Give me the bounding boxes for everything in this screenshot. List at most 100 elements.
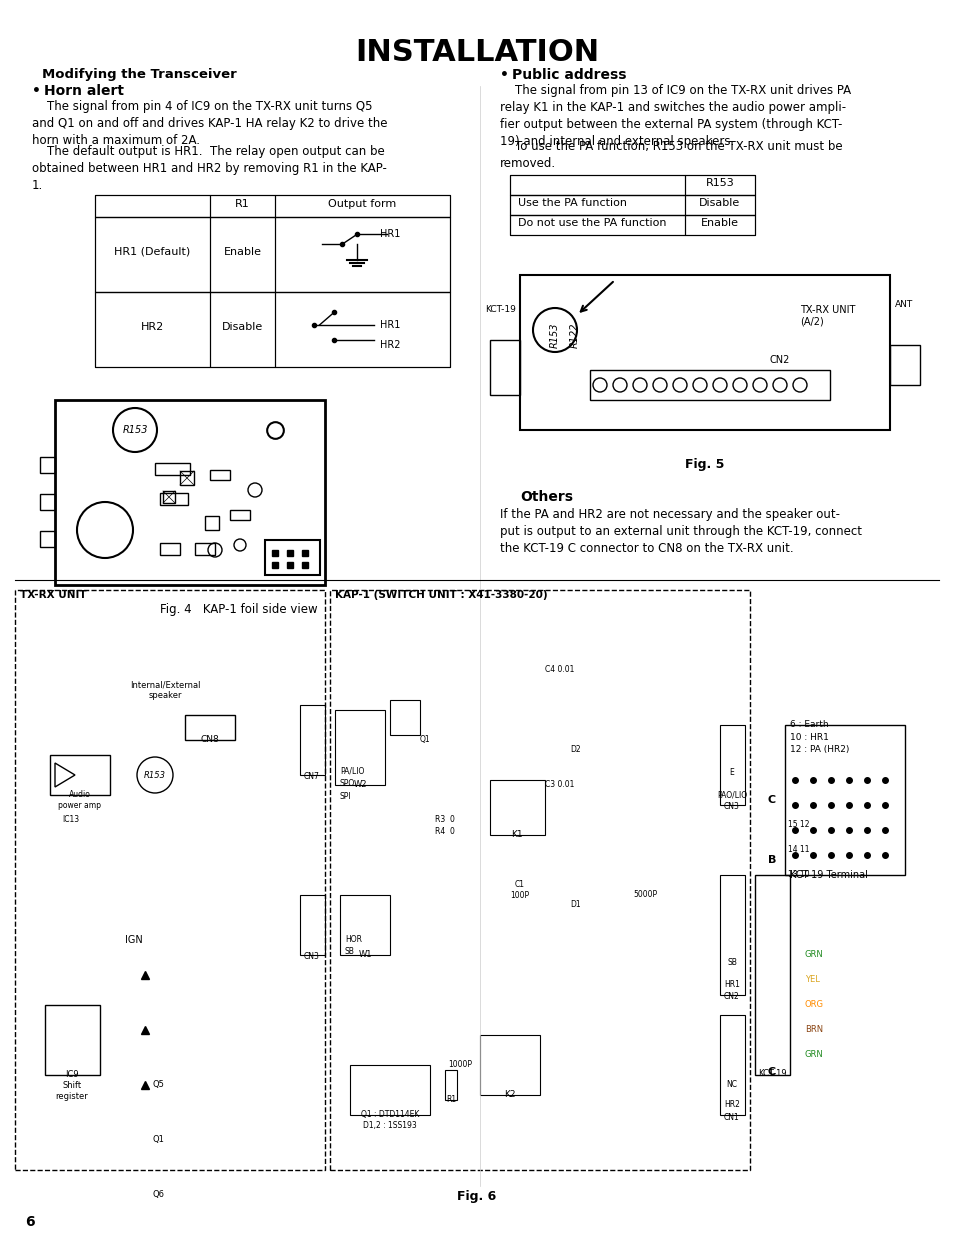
Text: ORG: ORG: [804, 1000, 823, 1009]
Bar: [754, 876, 789, 1074]
Bar: [40, 531, 55, 547]
Text: HR2: HR2: [380, 340, 400, 350]
Bar: [330, 590, 749, 1170]
Text: PAO/LIO: PAO/LIO: [717, 790, 746, 799]
Bar: [40, 494, 55, 510]
Text: R153: R153: [144, 771, 166, 779]
Text: YEL: YEL: [804, 974, 819, 984]
Text: CN7: CN7: [304, 772, 319, 781]
Text: TX-RX UNIT
(A/2): TX-RX UNIT (A/2): [800, 305, 855, 326]
Bar: [339, 895, 390, 955]
Text: KCT-19 Terminal: KCT-19 Terminal: [789, 869, 867, 881]
Text: IGN: IGN: [125, 935, 143, 945]
Text: CN3: CN3: [304, 952, 319, 961]
Text: TX-RX UNIT: TX-RX UNIT: [20, 590, 87, 600]
Bar: [185, 715, 234, 740]
Text: Disable: Disable: [222, 322, 263, 332]
Bar: [95, 217, 450, 291]
Text: CN2: CN2: [769, 354, 789, 366]
Bar: [519, 275, 889, 430]
Text: W2: W2: [353, 781, 366, 789]
Text: SB: SB: [726, 958, 736, 967]
Bar: [350, 1065, 430, 1115]
Text: Audio
power amp: Audio power amp: [58, 790, 101, 810]
Bar: [274, 291, 450, 367]
Text: Enable: Enable: [223, 247, 261, 257]
Bar: [684, 215, 754, 235]
Bar: [589, 370, 829, 400]
Bar: [210, 195, 274, 217]
Text: INSTALLATION: INSTALLATION: [355, 38, 598, 67]
Text: E: E: [729, 768, 734, 777]
Text: D2: D2: [569, 745, 580, 755]
Text: 6 : Earth
10 : HR1
12 : PA (HR2): 6 : Earth 10 : HR1 12 : PA (HR2): [789, 720, 848, 755]
Bar: [274, 195, 450, 217]
Text: IC9
Shift
register: IC9 Shift register: [55, 1070, 89, 1102]
Bar: [299, 895, 325, 955]
Bar: [684, 195, 754, 215]
Bar: [490, 340, 519, 395]
Bar: [205, 516, 219, 530]
Text: KAP-1 (SWITCH UNIT : X41-3380-20): KAP-1 (SWITCH UNIT : X41-3380-20): [335, 590, 547, 600]
Bar: [163, 492, 174, 503]
Bar: [210, 471, 230, 480]
Bar: [490, 781, 544, 835]
Bar: [40, 457, 55, 473]
Text: Modifying the Transceiver: Modifying the Transceiver: [42, 68, 236, 82]
Text: R122: R122: [569, 322, 579, 348]
Text: Horn alert: Horn alert: [44, 84, 124, 98]
Bar: [510, 175, 684, 195]
Bar: [210, 291, 274, 367]
Text: Q5: Q5: [152, 1079, 165, 1089]
Text: Q1 : DTD114EK
D1,2 : 1SS193: Q1 : DTD114EK D1,2 : 1SS193: [360, 1110, 418, 1130]
Bar: [299, 705, 325, 776]
Text: K2: K2: [504, 1091, 516, 1099]
Bar: [510, 175, 754, 195]
Text: HR2: HR2: [723, 1100, 740, 1109]
Text: 13 10: 13 10: [787, 869, 809, 879]
Text: Fig. 4   KAP-1 foil side view: Fig. 4 KAP-1 foil side view: [159, 603, 317, 616]
Text: W1: W1: [358, 950, 372, 960]
Text: R1: R1: [445, 1095, 456, 1104]
Text: R1: R1: [234, 199, 250, 209]
Bar: [479, 1035, 539, 1095]
Text: IC13: IC13: [62, 815, 79, 824]
Bar: [180, 471, 193, 485]
Text: To use the PA function, R153 on the TX-RX unit must be
removed.: To use the PA function, R153 on the TX-R…: [499, 140, 841, 170]
Bar: [160, 543, 180, 555]
Bar: [510, 195, 684, 215]
Text: KCT-19: KCT-19: [757, 1070, 785, 1078]
Text: C4 0.01: C4 0.01: [544, 664, 574, 674]
Bar: [95, 291, 450, 367]
Text: D1: D1: [569, 900, 580, 909]
Text: •: •: [32, 84, 41, 98]
Text: Do not use the PA function: Do not use the PA function: [517, 219, 666, 228]
Bar: [210, 217, 274, 291]
Text: NC: NC: [726, 1079, 737, 1089]
Text: HR1 (Default): HR1 (Default): [114, 247, 191, 257]
Text: Q1: Q1: [152, 1135, 165, 1144]
Bar: [684, 175, 754, 195]
Bar: [194, 543, 214, 555]
Text: The default output is HR1.  The relay open output can be
obtained between HR1 an: The default output is HR1. The relay ope…: [32, 144, 387, 191]
Text: R153: R153: [550, 322, 559, 348]
Text: PA/LIO
SPO
SPI: PA/LIO SPO SPI: [339, 767, 364, 802]
Text: HOR
SB: HOR SB: [345, 935, 361, 956]
Text: 15 12: 15 12: [787, 820, 809, 829]
Bar: [154, 463, 190, 475]
Text: C1
100P: C1 100P: [510, 881, 529, 900]
Bar: [95, 217, 210, 291]
Bar: [95, 291, 210, 367]
Text: The signal from pin 13 of IC9 on the TX-RX unit drives PA
relay K1 in the KAP-1 : The signal from pin 13 of IC9 on the TX-…: [499, 84, 850, 148]
Bar: [95, 195, 450, 217]
Text: Q6: Q6: [152, 1191, 165, 1199]
Text: K1: K1: [511, 830, 522, 839]
Text: 6: 6: [25, 1215, 34, 1229]
Text: CN2: CN2: [723, 992, 740, 1002]
Text: •: •: [499, 68, 508, 82]
Text: Fig. 5: Fig. 5: [684, 458, 724, 471]
Text: 5000P: 5000P: [632, 890, 657, 899]
Bar: [889, 345, 919, 385]
Text: KCT-19: KCT-19: [484, 305, 516, 314]
Text: Fig. 6: Fig. 6: [456, 1191, 497, 1203]
